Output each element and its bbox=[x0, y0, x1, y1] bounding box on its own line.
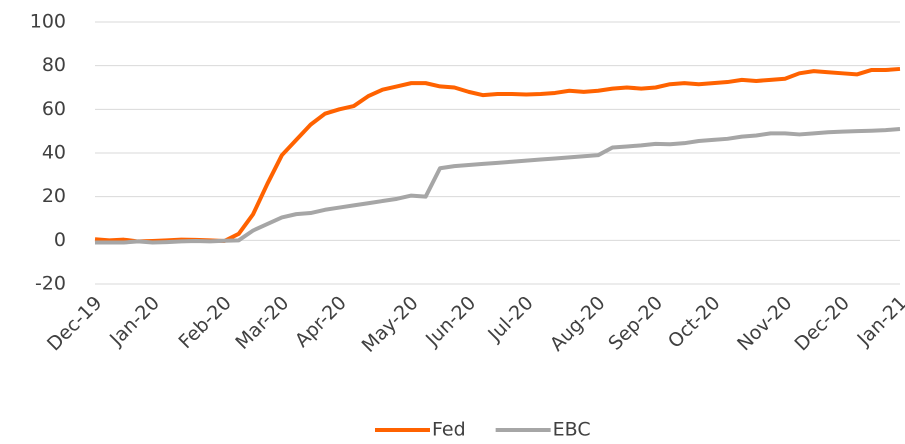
x-tick-label: Oct-20 bbox=[664, 292, 725, 353]
x-tick-label: Feb-20 bbox=[175, 292, 236, 353]
y-tick-label: -20 bbox=[35, 273, 66, 295]
x-tick-label: May-20 bbox=[358, 292, 423, 357]
x-tick-label: Jul-20 bbox=[483, 292, 537, 346]
y-tick-label: 60 bbox=[42, 98, 66, 120]
x-tick-label: Aug-20 bbox=[546, 292, 610, 356]
y-tick-label: 0 bbox=[54, 229, 66, 251]
x-tick-label: Dec-20 bbox=[790, 292, 854, 356]
x-tick-label: Jun-20 bbox=[421, 292, 480, 351]
legend-label: Fed bbox=[432, 419, 466, 441]
y-tick-label: 20 bbox=[42, 185, 66, 207]
y-tick-label: 80 bbox=[42, 54, 66, 76]
line-series bbox=[95, 126, 901, 245]
x-tick-label: Apr-20 bbox=[291, 292, 351, 352]
x-tick-label: Mar-20 bbox=[231, 292, 293, 354]
line-series bbox=[94, 66, 901, 244]
x-tick-label: Sep-20 bbox=[604, 292, 667, 355]
y-tick-label: 40 bbox=[42, 142, 66, 164]
legend-label: EBC bbox=[553, 419, 591, 441]
x-tick-label: Jan-21 bbox=[853, 292, 905, 351]
x-tick-label: Jan-20 bbox=[105, 292, 164, 351]
x-tick-label: Nov-20 bbox=[733, 292, 796, 355]
x-tick-label: Dec-19 bbox=[43, 292, 107, 356]
y-tick-label: 100 bbox=[30, 11, 66, 33]
